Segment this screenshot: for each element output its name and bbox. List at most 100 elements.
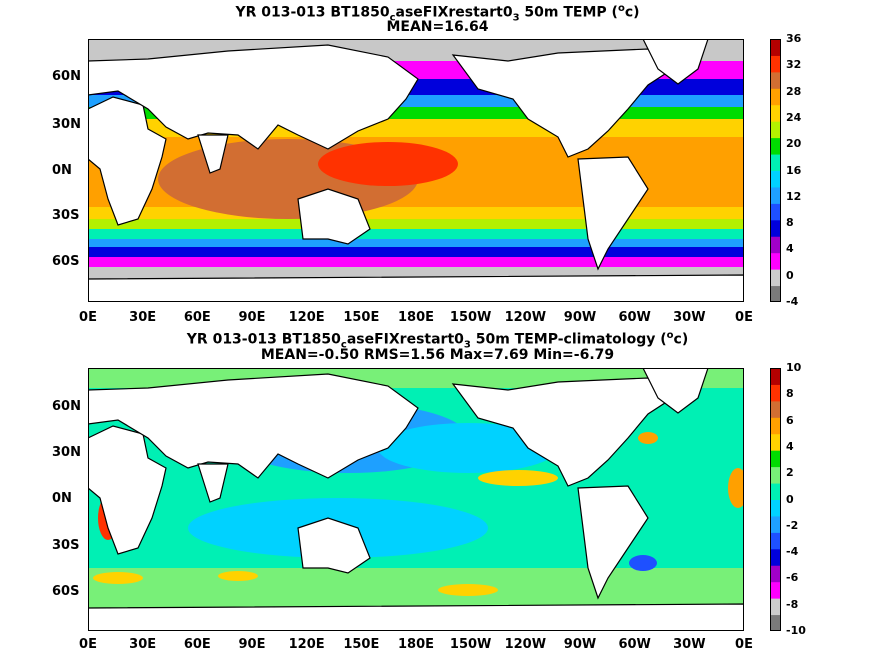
colorbar-swatch — [770, 384, 781, 402]
lon-label: 90W — [563, 310, 597, 325]
lon-label: 60E — [183, 637, 211, 652]
colorbar-swatch — [770, 154, 781, 171]
colorbar-tick-label: 16 — [786, 163, 802, 177]
colorbar-swatch — [770, 417, 781, 435]
colorbar-swatch — [770, 170, 781, 188]
colorbar-swatch — [770, 400, 781, 418]
lon-label: 0E — [79, 310, 97, 325]
lon-label: 0E — [735, 637, 753, 652]
colorbar-swatch — [770, 104, 781, 122]
colorbar-swatch — [770, 55, 781, 73]
colorbar-swatch — [770, 121, 781, 139]
colorbar-swatch — [770, 88, 781, 106]
colorbar-swatch — [770, 219, 781, 237]
colorbar-swatch — [770, 581, 781, 599]
lon-label: 120E — [288, 637, 325, 652]
colorbar-swatch — [770, 285, 781, 302]
colorbar-tick-label: 20 — [786, 137, 802, 151]
colorbar-swatch — [770, 499, 781, 517]
lon-label: 30W — [673, 310, 706, 325]
colorbar-swatch — [770, 483, 781, 500]
lon-label: 0E — [79, 637, 97, 652]
colorbar-swatch — [770, 252, 781, 270]
lat-label-30s: 30S — [52, 538, 80, 553]
colorbar-tick-label: 4 — [786, 242, 794, 256]
colorbar-tick-label: 32 — [786, 58, 802, 72]
panel1-colorbar — [770, 39, 781, 302]
colorbar-swatch — [770, 532, 781, 550]
colorbar-swatch — [770, 269, 781, 287]
lon-label: 150E — [343, 310, 380, 325]
colorbar-tick-label: 0 — [786, 268, 794, 282]
colorbar-tick-label: 6 — [786, 413, 794, 427]
lon-label: 60E — [183, 310, 211, 325]
panel2-subtitle: MEAN=-0.50 RMS=1.56 Max=7.69 Min=-6.79 — [260, 347, 615, 363]
colorbar-tick-label: 24 — [786, 110, 802, 124]
colorbar-tick-label: 0 — [786, 492, 794, 506]
lat-label-30n: 30N — [52, 117, 81, 132]
colorbar-swatch — [770, 548, 781, 566]
colorbar-swatch — [770, 186, 781, 204]
panel2-anomaly-map — [88, 368, 744, 631]
colorbar-tick-label: -8 — [786, 597, 799, 611]
colorbar-tick-label: 10 — [786, 361, 802, 374]
colorbar-tick-label: -6 — [786, 571, 799, 585]
colorbar-swatch — [770, 433, 781, 451]
lon-label: 30E — [129, 310, 157, 325]
lat-label-0n: 0N — [52, 491, 72, 506]
colorbar-swatch — [770, 614, 781, 631]
colorbar-tick-label: -10 — [786, 624, 806, 637]
panel2-title: YR 013-013 BT1850caseFIXrestart03 50m TE… — [186, 330, 689, 351]
lon-label: 30E — [129, 637, 157, 652]
lon-label: 150E — [343, 637, 380, 652]
colorbar-tick-label: -4 — [786, 295, 799, 308]
lon-label: 120W — [504, 310, 547, 325]
panel1-subtitle: MEAN=16.64 — [386, 19, 489, 35]
colorbar-swatch — [770, 598, 781, 616]
colorbar-tick-label: 12 — [786, 189, 802, 203]
panel2-colorbar — [770, 368, 781, 631]
colorbar-swatch — [770, 466, 781, 484]
lat-label-60n: 60N — [52, 69, 81, 84]
panel1-temperature-map — [88, 39, 744, 302]
lon-label: 120W — [504, 637, 547, 652]
lon-label: 180E — [397, 637, 435, 652]
colorbar-swatch — [770, 236, 781, 254]
colorbar-tick-label: 8 — [786, 387, 794, 401]
lat-label-30n: 30N — [52, 445, 81, 460]
colorbar-swatch — [770, 515, 781, 533]
lon-label: 120E — [288, 310, 325, 325]
colorbar-tick-label: 28 — [786, 84, 802, 98]
colorbar-tick-label: 8 — [786, 216, 794, 230]
colorbar-tick-label: -2 — [786, 518, 799, 532]
lon-label: 90E — [238, 637, 266, 652]
lon-label: 150W — [449, 310, 492, 325]
lon-label: 150W — [449, 637, 492, 652]
lat-label-30s: 30S — [52, 208, 80, 223]
colorbar-frame — [770, 39, 781, 302]
lat-label-0n: 0N — [52, 163, 72, 178]
lon-label: 30W — [673, 637, 706, 652]
colorbar-swatch — [770, 71, 781, 89]
colorbar-swatch — [770, 203, 781, 221]
lon-label: 180E — [397, 310, 435, 325]
lon-label: 90E — [238, 310, 266, 325]
colorbar-swatch — [770, 39, 781, 56]
colorbar-tick-label: -4 — [786, 545, 799, 559]
lat-label-60s: 60S — [52, 584, 80, 599]
colorbar-swatch — [770, 450, 781, 468]
colorbar-frame — [770, 368, 781, 631]
lat-label-60s: 60S — [52, 254, 80, 269]
colorbar-tick-label: 2 — [786, 466, 794, 480]
colorbar-tick-label: 36 — [786, 32, 802, 45]
panel1-title: YR 013-013 BT1850caseFIXrestart03 50m TE… — [235, 3, 640, 24]
lon-label: 60W — [618, 310, 651, 325]
lon-label: 90W — [563, 637, 597, 652]
lon-label: 60W — [618, 637, 651, 652]
colorbar-swatch — [770, 565, 781, 583]
colorbar-tick-label: 4 — [786, 439, 794, 453]
colorbar-swatch — [770, 137, 781, 155]
lat-label-60n: 60N — [52, 399, 81, 414]
lon-label: 0E — [735, 310, 753, 325]
colorbar-swatch — [770, 368, 781, 385]
